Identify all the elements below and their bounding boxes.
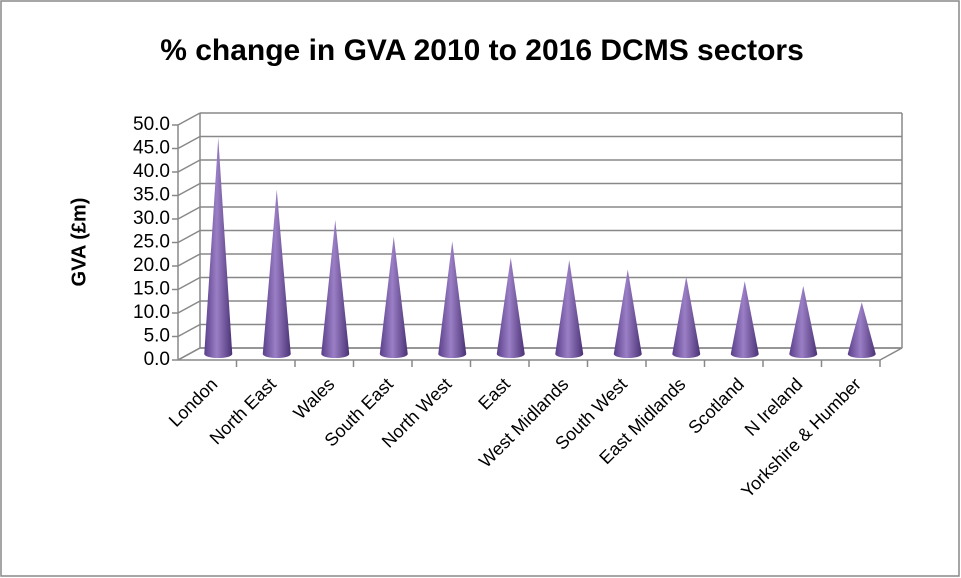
cone xyxy=(555,260,584,358)
grid-line-side xyxy=(177,276,201,291)
grid-line-side xyxy=(177,159,201,173)
cone xyxy=(496,257,525,358)
cone xyxy=(204,137,233,358)
cone xyxy=(672,276,701,358)
grid-line-side xyxy=(177,300,201,314)
grid-line-side xyxy=(177,112,201,126)
cone xyxy=(321,220,350,358)
y-tick-label: 0.0 xyxy=(144,349,170,370)
y-tick-label: 50.0 xyxy=(133,114,170,135)
cone xyxy=(438,241,467,358)
y-tick-label: 25.0 xyxy=(133,232,170,253)
grid-line-side xyxy=(177,182,201,197)
y-tick-label: 15.0 xyxy=(133,279,170,300)
grid-line-side xyxy=(177,229,201,244)
y-axis-label: GVA (£m) xyxy=(68,198,90,287)
cone xyxy=(847,302,876,358)
cone xyxy=(789,285,818,358)
cone xyxy=(730,281,759,358)
grid-line-side xyxy=(177,253,201,267)
y-tick-label: 5.0 xyxy=(144,326,170,347)
grid-line-side xyxy=(177,135,201,150)
y-tick-label: 45.0 xyxy=(133,138,170,159)
y-tick-label: 30.0 xyxy=(133,208,170,229)
y-tick-label: 10.0 xyxy=(133,302,170,323)
cone xyxy=(262,189,291,358)
grid-line-side xyxy=(177,347,201,361)
y-tick-label: 40.0 xyxy=(133,161,170,182)
y-tick-label: 20.0 xyxy=(133,255,170,276)
y-tick-label: 35.0 xyxy=(133,185,170,206)
cone xyxy=(379,236,408,358)
grid-line-side xyxy=(177,323,201,338)
cone xyxy=(613,269,642,358)
chart-title: % change in GVA 2010 to 2016 DCMS sector… xyxy=(160,34,804,67)
grid-line-side xyxy=(177,206,201,220)
